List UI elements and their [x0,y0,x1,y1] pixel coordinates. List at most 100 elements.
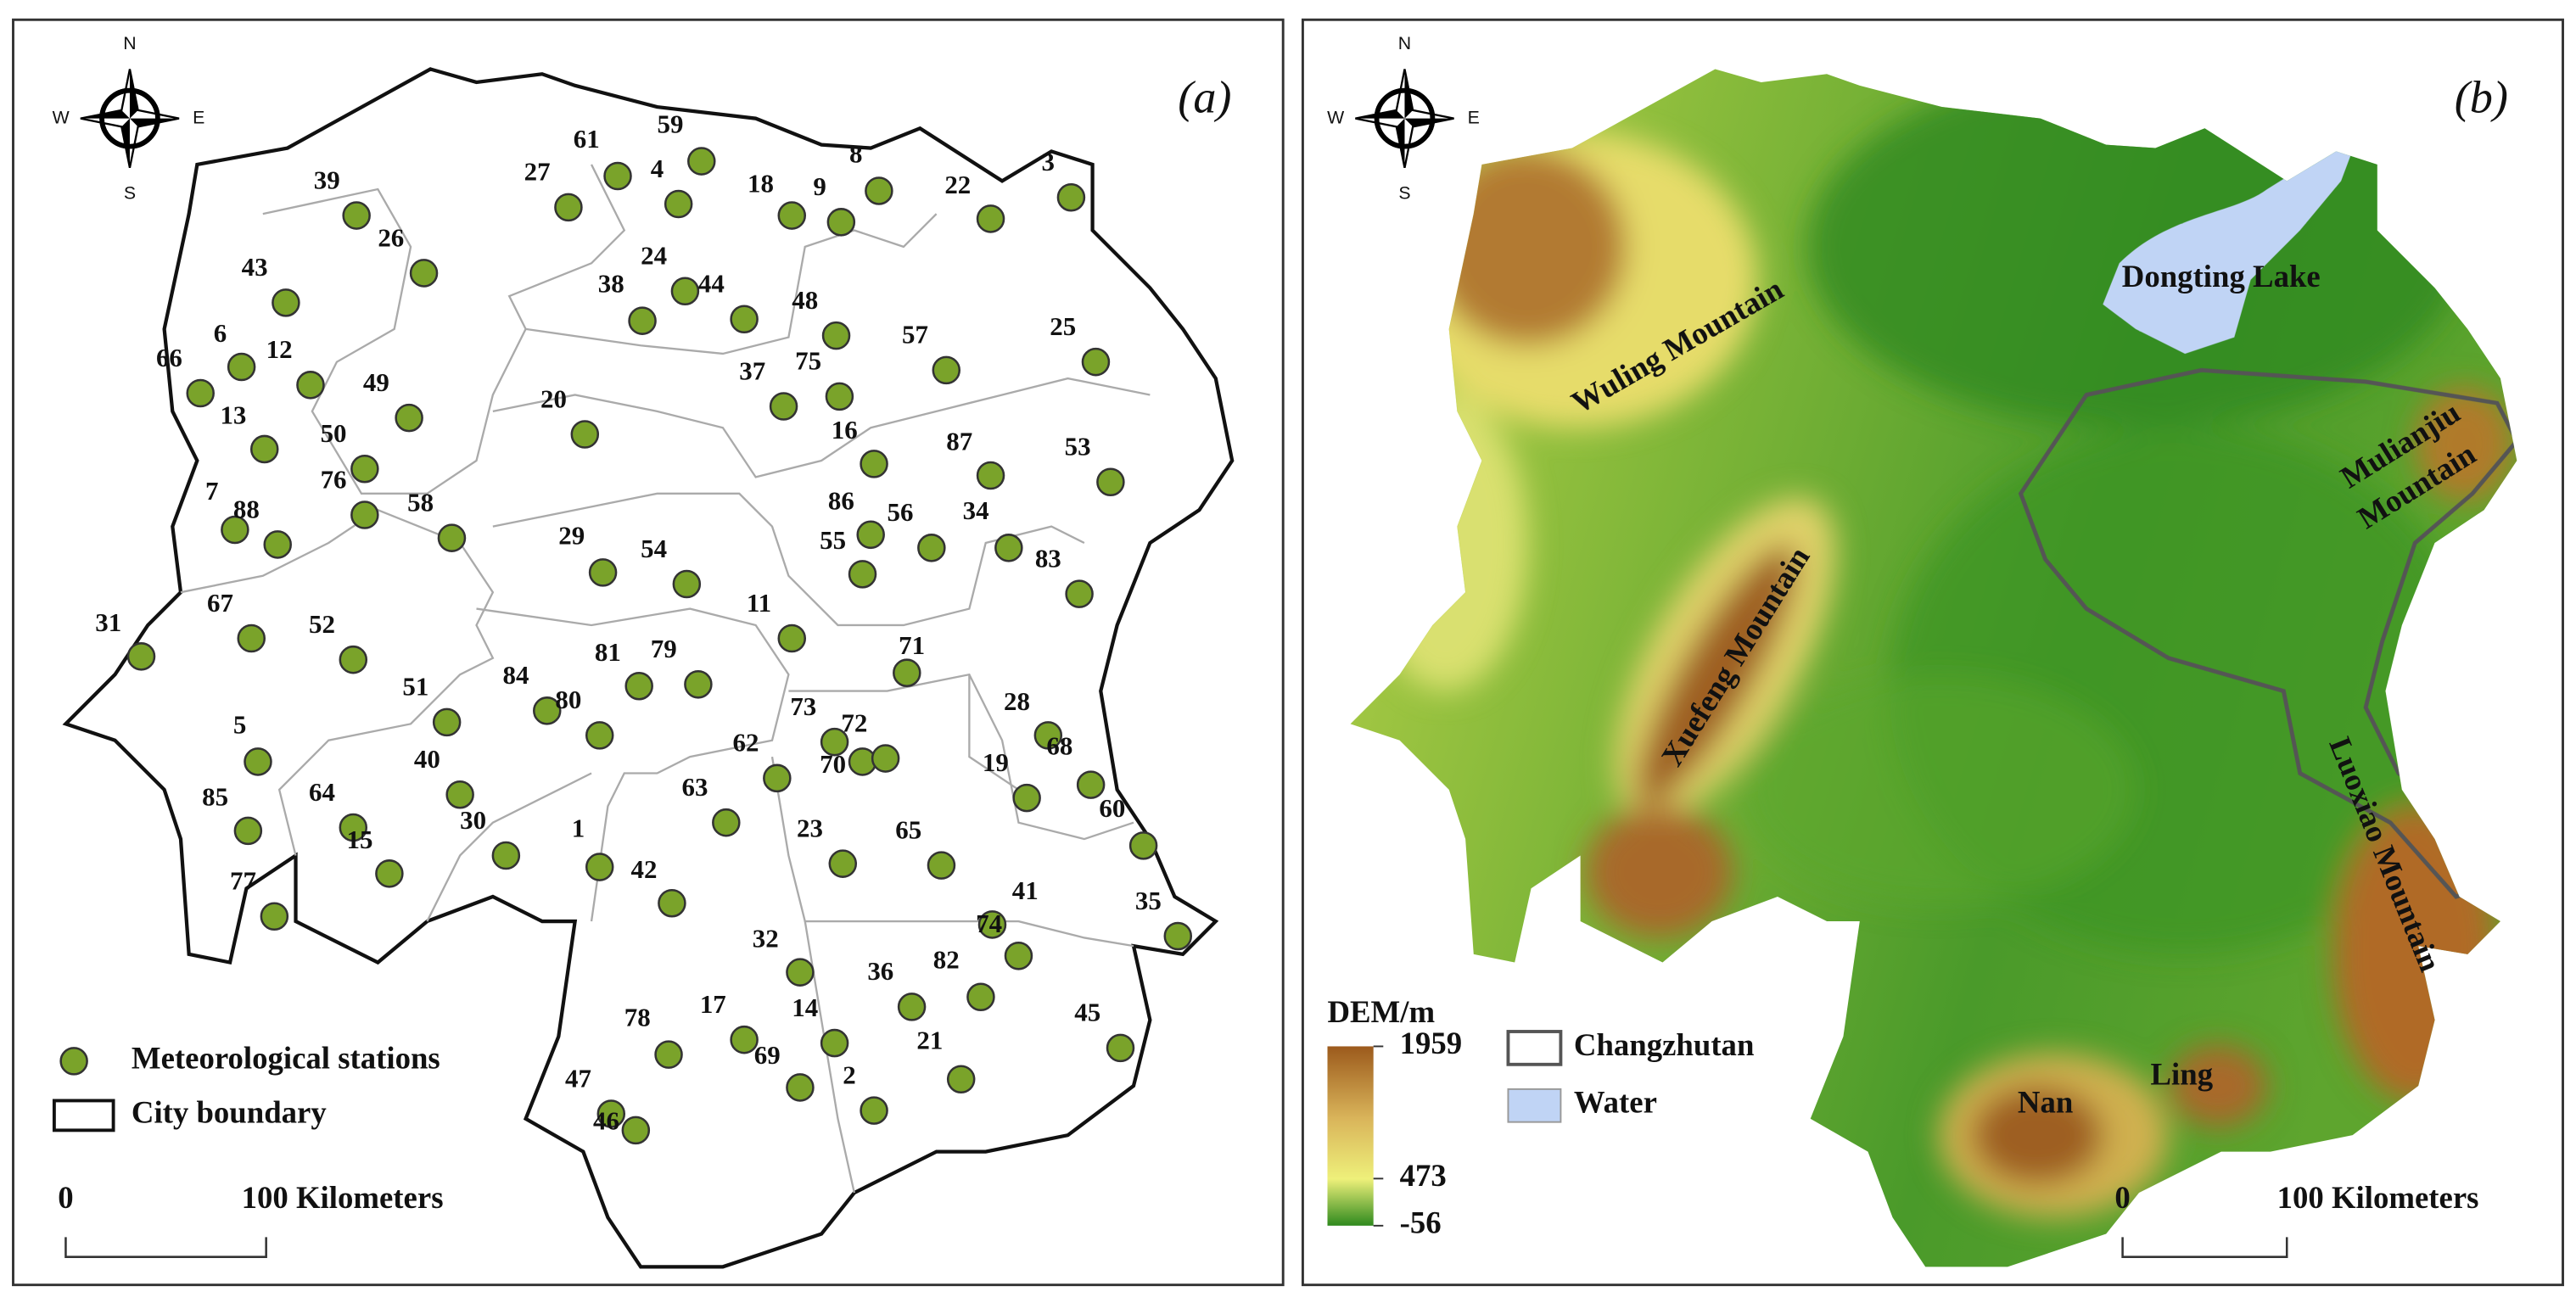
station-label: 61 [574,124,600,154]
colorbar [1327,1046,1374,1226]
station-marker [263,530,292,559]
scale-bar [64,1237,267,1258]
colorbar-tick-label: -56 [1400,1205,1442,1239]
station-label: 66 [156,343,182,372]
station-marker [687,147,716,176]
station-label: 5 [233,709,246,739]
station-marker [249,434,279,464]
station-marker [603,161,632,191]
compass-e: E [193,107,204,127]
station-marker [777,201,807,230]
station-marker [1106,1033,1135,1063]
station-marker [1128,831,1158,860]
station-label: 45 [1074,998,1100,1027]
scale-label: 0 [2114,1180,2130,1215]
station-label: 53 [1065,432,1091,461]
station-label: 31 [95,607,121,637]
station-label: 34 [963,495,989,525]
station-marker [897,993,927,1021]
station-marker [828,849,858,878]
station-marker [628,306,657,335]
station-marker [339,813,368,842]
station-marker [570,420,600,449]
station-label: 28 [1004,686,1030,716]
station-label: 65 [895,814,921,844]
station-label: 18 [748,168,774,198]
station-label: 20 [540,383,567,413]
station-label: 41 [1012,875,1039,905]
station-marker [865,176,893,205]
station-marker [860,450,888,478]
station-marker [445,780,474,809]
station-marker [1076,770,1106,799]
station-label: 29 [558,520,585,550]
station-label: 15 [347,825,373,854]
station-label: 49 [363,367,389,397]
station-label: 16 [832,415,858,445]
panel-label: (a) [1178,72,1231,123]
station-label: 59 [657,109,683,138]
station-label: 69 [754,1040,781,1070]
station-label: 2 [843,1060,855,1089]
legend-station-symbol [59,1047,88,1076]
station-marker [763,763,792,793]
feature-label: Ling [2151,1057,2214,1092]
station-marker [786,1073,815,1102]
station-label: 30 [460,805,486,835]
panel-a: N S E W (a) 1234567891112131415161718192… [12,18,1285,1287]
feature-label: Dongting Lake [2122,259,2321,294]
station-marker [260,902,289,931]
compass-s: S [124,182,136,203]
compass-s: S [1398,182,1410,203]
station-marker [588,558,618,587]
station-label: 7 [205,476,218,506]
station-marker [976,461,1005,490]
station-label: 8 [849,138,862,168]
station-marker [395,403,423,433]
station-label: 56 [888,497,914,527]
station-marker [1163,921,1193,951]
station-marker [826,208,856,237]
station-marker [432,707,462,737]
station-label: 26 [378,222,404,252]
station-label: 48 [792,285,818,315]
station-label: 19 [983,747,1009,777]
station-marker [244,747,272,776]
compass-w: W [1327,107,1345,127]
colorbar-title: DEM/m [1327,994,1435,1029]
station-marker [1033,721,1063,750]
station-marker [871,744,900,773]
station-marker [339,645,368,674]
legend-label: Water [1574,1085,1657,1120]
station-marker [917,534,946,562]
station-label: 21 [916,1026,943,1055]
station-marker [821,321,851,350]
station-marker [712,808,741,837]
station-label: 88 [233,494,260,523]
station-marker [730,1025,759,1054]
station-label: 40 [414,744,440,774]
station-marker [621,1116,651,1145]
legend-boundary-symbol [52,1099,115,1132]
station-label: 12 [266,334,293,364]
station-label: 37 [739,355,765,385]
station-label: 46 [593,1106,619,1136]
compass-n: N [123,33,136,53]
station-marker [233,816,263,846]
station-marker [860,1096,888,1125]
station-marker [272,288,300,317]
station-marker [1056,182,1086,212]
station-marker [1096,467,1125,497]
station-marker [946,1065,976,1094]
station-marker [994,534,1023,562]
compass-n: N [1398,33,1411,53]
station-label: 22 [944,170,971,199]
station-label: 32 [753,923,779,953]
station-label: 79 [651,634,677,663]
station-label: 24 [641,241,667,271]
station-marker [786,958,815,987]
station-marker [375,859,404,888]
station-label: 57 [902,320,928,350]
station-marker [596,1099,626,1128]
station-label: 36 [867,956,893,986]
